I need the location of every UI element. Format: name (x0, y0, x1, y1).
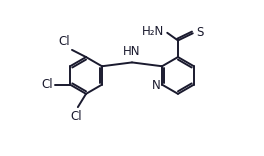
Text: Cl: Cl (58, 35, 70, 48)
Text: Cl: Cl (71, 110, 82, 123)
Text: HN: HN (123, 45, 141, 58)
Text: S: S (196, 26, 204, 39)
Text: H₂N: H₂N (142, 25, 164, 38)
Text: Cl: Cl (41, 78, 53, 91)
Text: N: N (152, 79, 161, 92)
